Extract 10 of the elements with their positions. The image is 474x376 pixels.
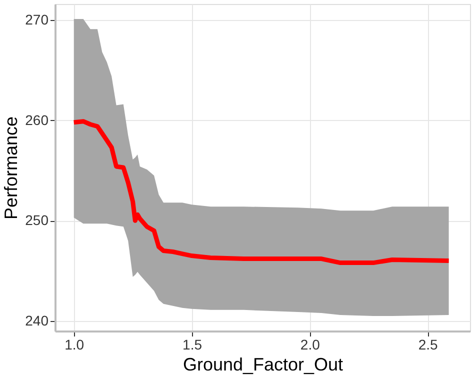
x-tick-label: 1.5 xyxy=(182,336,202,352)
x-tick-label: 1.0 xyxy=(64,336,84,352)
y-axis-title: Performance xyxy=(1,116,22,220)
x-tick-label: 2.5 xyxy=(418,336,438,352)
x-axis-title: Ground_Factor_Out xyxy=(182,354,344,374)
y-tick-label: 270 xyxy=(25,12,49,28)
y-tick-label: 240 xyxy=(25,312,49,328)
y-tick-label: 260 xyxy=(25,112,49,128)
x-tick-label: 2.0 xyxy=(300,336,320,352)
y-tick-label: 250 xyxy=(25,212,49,228)
